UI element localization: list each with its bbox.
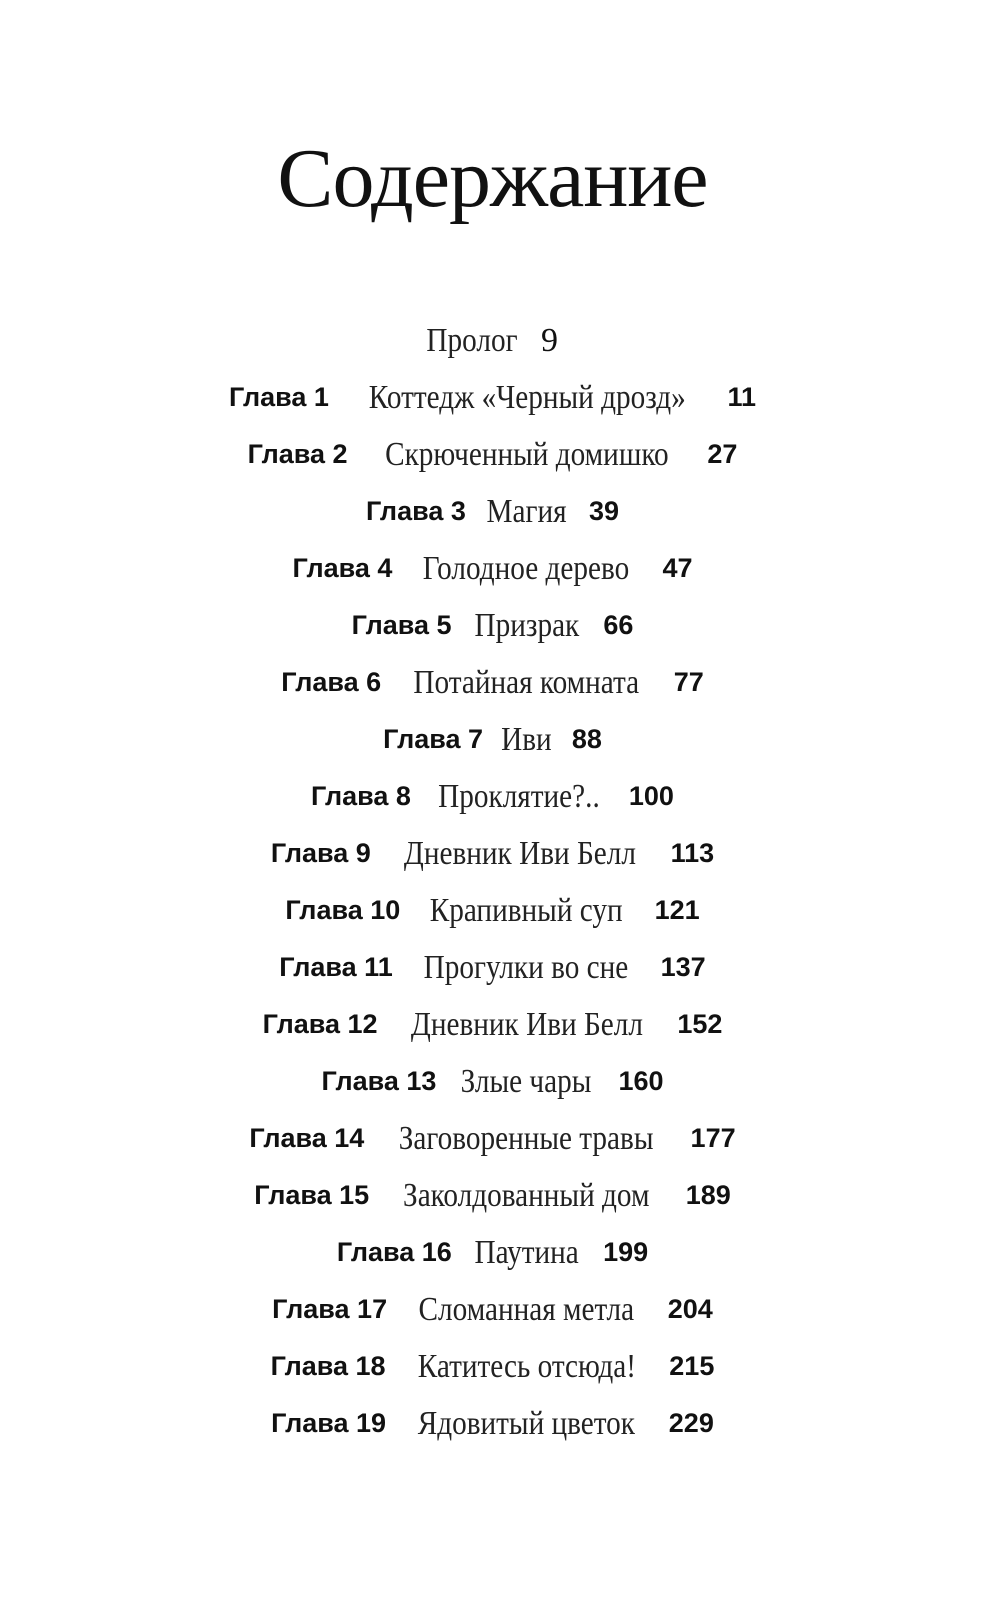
entry-page: 177 [690,1123,736,1153]
toc-entry-chapter-6[interactable]: Глава 6 Потайная комната 77 [0,654,985,711]
toc-entry-prologue[interactable]: Пролог 9 [0,312,985,369]
entry-name: Ядовитый цветок [417,1404,636,1442]
entry-page: 204 [667,1294,713,1324]
toc-entry-chapter-10[interactable]: Глава 10 Крапивный суп 121 [0,882,985,939]
entry-name: Заколдованный дом [403,1176,650,1214]
entry-label: Глава 4 [292,553,393,583]
toc-entry-chapter-5[interactable]: Глава 5 Призрак 66 [0,597,985,654]
entry-label: Глава 18 [270,1351,386,1381]
entry-page: 100 [628,781,674,811]
entry-name: Призрак [474,606,579,644]
toc-entry-chapter-13[interactable]: Глава 13 Злые чары 160 [0,1053,985,1110]
entry-page: 229 [668,1408,714,1438]
entry-label: Глава 5 [351,610,452,640]
toc-entry-chapter-15[interactable]: Глава 15 Заколдованный дом 189 [0,1167,985,1224]
entry-page: 137 [660,952,706,982]
toc-entry-chapter-4[interactable]: Глава 4 Голодное дерево 47 [0,540,985,597]
entry-name: Дневник Иви Белл [403,834,636,872]
entry-name: Пролог [426,321,518,359]
entry-page: 121 [654,895,700,925]
entry-label: Глава 13 [321,1066,437,1096]
entry-name: Паутина [474,1233,579,1271]
toc-entry-chapter-3[interactable]: Глава 3 Магия 39 [0,483,985,540]
entry-label: Глава 19 [271,1408,387,1438]
entry-name: Коттедж «Черный дрозд» [368,378,686,416]
entry-name: Голодное дерево [423,549,630,587]
entry-name: Катитесь отсюда! [417,1347,636,1385]
entry-label: Глава 1 [229,382,329,412]
entry-label: Глава 3 [365,496,466,526]
page-title: Содержание [277,132,708,225]
entry-label: Глава 17 [272,1294,388,1324]
toc-entry-chapter-2[interactable]: Глава 2 Скрюченный домишко 27 [0,426,985,483]
entry-page: 11 [727,382,756,412]
toc-entry-chapter-16[interactable]: Глава 16 Паутина 199 [0,1224,985,1281]
toc-entry-chapter-8[interactable]: Глава 8 Проклятие?.. 100 [0,768,985,825]
entry-page: 77 [673,667,704,697]
entry-name: Прогулки во сне [423,948,628,986]
toc-entry-chapter-7[interactable]: Глава 7 Иви 88 [0,711,985,768]
toc-entry-chapter-14[interactable]: Глава 14 Заговоренные травы 177 [0,1110,985,1167]
entry-page: 66 [603,610,634,640]
entry-page: 27 [707,439,738,469]
entry-page: 88 [571,724,602,754]
entry-name: Проклятие?.. [438,777,600,815]
entry-page: 189 [685,1180,731,1210]
entry-name: Скрюченный домишко [384,435,669,473]
entry-page: 113 [670,838,715,868]
entry-label: Глава 8 [311,781,411,811]
entry-name: Крапивный суп [429,891,623,929]
toc-entry-chapter-9[interactable]: Глава 9 Дневник Иви Белл 113 [0,825,985,882]
toc-entry-chapter-12[interactable]: Глава 12 Дневник Иви Белл 152 [0,996,985,1053]
entry-label: Глава 11 [279,952,393,982]
entry-name: Сломанная метла [418,1290,635,1328]
entry-name: Заговоренные травы [399,1119,654,1157]
entry-label: Глава 2 [247,439,348,469]
entry-name: Магия [486,492,567,530]
entry-label: Глава 10 [285,895,401,925]
entry-label: Глава 14 [249,1123,365,1153]
entry-label: Глава 12 [262,1009,378,1039]
entry-page: 152 [677,1009,723,1039]
entry-page: 39 [588,496,620,526]
entry-label: Глава 9 [270,838,371,868]
entry-label: Глава 6 [281,667,382,697]
entry-page: 160 [618,1066,664,1096]
entry-page: 9 [541,321,559,359]
entry-label: Глава 16 [336,1237,452,1267]
entry-name: Потайная комната [413,663,640,701]
toc-entry-chapter-17[interactable]: Глава 17 Сломанная метла 204 [0,1281,985,1338]
table-of-contents: Пролог 9 Глава 1 Коттедж «Черный дрозд» 11… [0,312,985,1452]
entry-label: Глава 7 [383,724,484,754]
toc-entry-chapter-1[interactable]: Глава 1 Коттедж «Черный дрозд» 11 [0,369,985,426]
entry-page: 199 [603,1237,649,1267]
toc-entry-chapter-19[interactable]: Глава 19 Ядовитый цветок 229 [0,1395,985,1452]
entry-page: 215 [669,1351,715,1381]
toc-entry-chapter-11[interactable]: Глава 11 Прогулки во сне 137 [0,939,985,996]
entry-label: Глава 15 [254,1180,370,1210]
entry-name: Дневник Иви Белл [410,1005,643,1043]
entry-name: Злые чары [461,1062,592,1100]
entry-page: 47 [662,553,693,583]
toc-entry-chapter-18[interactable]: Глава 18 Катитесь отсюда! 215 [0,1338,985,1395]
entry-name: Иви [501,720,552,758]
